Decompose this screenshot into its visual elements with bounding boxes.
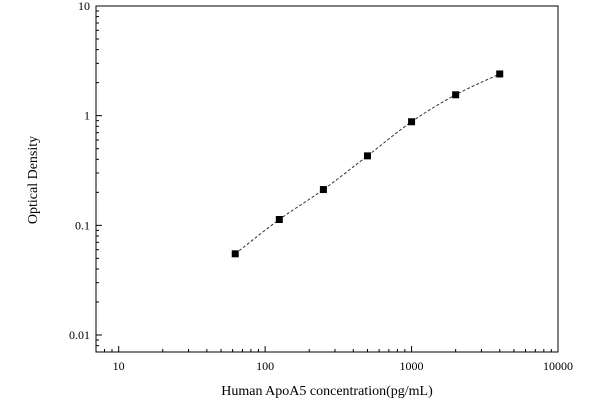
data-point-marker [275,216,283,224]
y-tick-label: 10 [78,0,90,13]
data-point-marker [363,152,371,160]
plot-frame [95,5,559,353]
data-point-marker [496,70,504,78]
fit-curve-group [234,73,500,255]
axis-ticks: 10 100 1000 10000 0.01 0.1 1 10 [69,0,573,373]
y-tick-label: 1 [84,109,90,123]
x-tick-label: 10000 [543,359,573,373]
data-point-marker [231,250,239,258]
data-point-marker [319,186,327,194]
y-tick-label: 0.1 [75,218,90,232]
data-point-marker [408,118,416,126]
plot-border [95,5,559,353]
y-tick-label: 0.01 [69,328,90,342]
data-points [231,70,504,258]
x-tick-label: 10 [113,359,125,373]
x-axis-label: Human ApoA5 concentration(pg/mL) [221,384,433,399]
data-point-marker [452,91,460,99]
x-tick-label: 1000 [400,359,424,373]
fit-curve [234,73,500,255]
x-tick-label: 100 [256,359,274,373]
y-axis-label: Optical Density [26,136,41,224]
